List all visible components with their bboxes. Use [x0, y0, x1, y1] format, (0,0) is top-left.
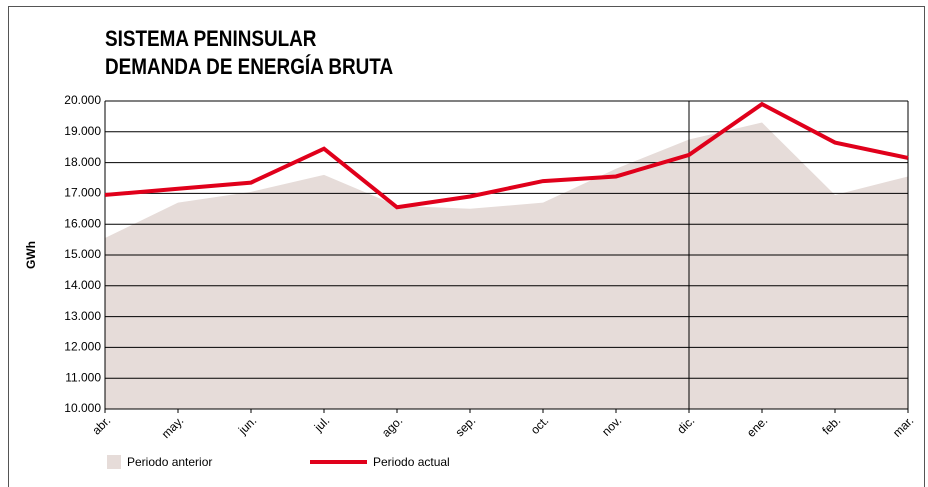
legend-label: Periodo anterior — [127, 455, 212, 469]
x-tick-label: abr. — [89, 413, 113, 437]
x-tick-label: feb. — [819, 413, 843, 437]
y-tick-label: 20.000 — [64, 93, 101, 107]
y-tick-label: 17.000 — [64, 186, 101, 200]
x-tick-label: mar. — [890, 413, 916, 439]
x-tick-label: sep. — [452, 413, 478, 439]
x-tick-label: ene. — [744, 413, 770, 439]
y-tick-label: 13.000 — [64, 309, 101, 323]
y-tick-label: 12.000 — [64, 340, 101, 354]
y-tick-label: 15.000 — [64, 247, 101, 261]
y-tick-label: 10.000 — [64, 401, 101, 415]
y-tick-label: 11.000 — [65, 370, 101, 384]
legend-swatch — [107, 455, 121, 469]
frame — [8, 6, 925, 487]
title-group: SISTEMA PENINSULAR DEMANDA DE ENERGÍA BR… — [105, 27, 393, 80]
chart-title: DEMANDA DE ENERGÍA BRUTA — [105, 55, 393, 80]
x-tick-label: jul. — [311, 413, 332, 434]
legend-label: Periodo actual — [373, 455, 450, 469]
y-tick-label: 16.000 — [64, 216, 101, 230]
x-tick-label: ago. — [379, 413, 405, 439]
area — [105, 122, 908, 409]
x-tick-label: oct. — [528, 413, 552, 437]
y-tick-label: 18.000 — [64, 155, 101, 169]
x-tick-label: may. — [159, 413, 187, 441]
y-tick-label: 19.000 — [64, 124, 101, 138]
y-axis-label: GWh — [24, 241, 38, 269]
line — [104, 101, 909, 210]
x-tick-label: nov. — [599, 413, 624, 438]
chart-title: SISTEMA PENINSULAR — [105, 27, 317, 52]
y-tick-label: 14.000 — [64, 278, 101, 292]
x-tick-label: dic. — [674, 413, 697, 436]
x-tick-label: jun. — [235, 413, 259, 437]
